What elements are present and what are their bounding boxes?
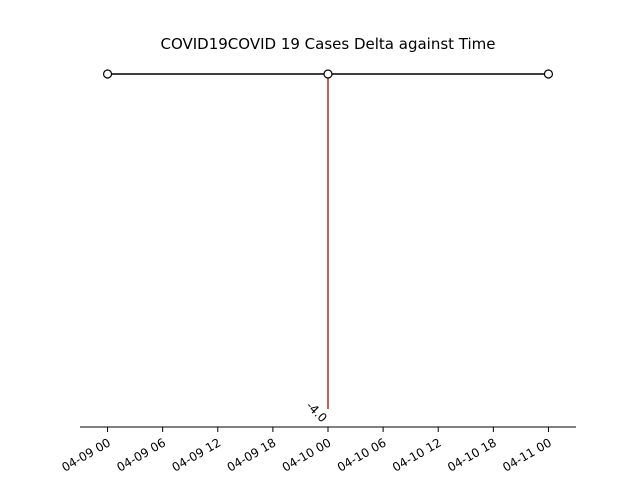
- x-tick-label: 04-11 00: [500, 435, 554, 474]
- timeline-marker: [102, 69, 113, 79]
- x-tick-label: 04-09 00: [59, 435, 113, 474]
- timeline-marker: [543, 69, 554, 79]
- x-tick-label: 04-10 06: [335, 435, 389, 474]
- x-ticks-group: 04-09 00 04-09 06 04-09 12 04-09 18 04-10 00…: [59, 427, 554, 475]
- x-tick-label: 04-10 00: [280, 435, 334, 474]
- x-tick-label: 04-09 18: [225, 435, 279, 474]
- chart-title: COVID19COVID 19 Cases Delta against Time: [160, 35, 495, 53]
- x-tick-label: 04-10 18: [445, 435, 499, 474]
- x-tick-label: 04-09 12: [170, 435, 224, 474]
- timeline-group: [102, 69, 554, 79]
- timeline-marker: [323, 69, 333, 79]
- stems-group: -4.0: [303, 74, 330, 425]
- x-tick-label: 04-10 12: [390, 435, 444, 474]
- stem-label: -4.0: [303, 399, 329, 425]
- x-tick-label: 04-09 06: [114, 435, 168, 474]
